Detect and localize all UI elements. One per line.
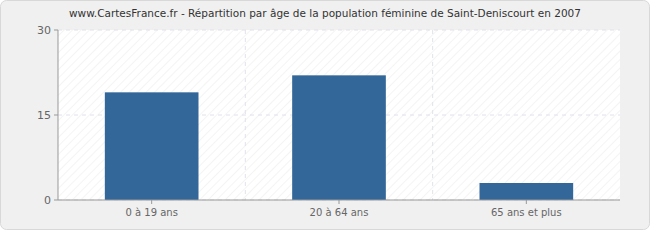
- chart-container: 0 15 30 0 à 19 ans 20 à 64 ans 65 ans et plus…: [0, 0, 650, 230]
- grid-line-vertical: [245, 30, 246, 200]
- chart-svg: 0 15 30 0 à 19 ans 20 à 64 ans 65 ans et plus…: [0, 0, 650, 230]
- y-tick: [54, 200, 58, 201]
- background: [1, 1, 650, 230]
- y-tick-label: 30: [37, 24, 51, 37]
- grid-line-vertical: [432, 30, 433, 200]
- bar: [292, 75, 386, 200]
- y-tick: [54, 30, 58, 31]
- x-tick: [151, 200, 152, 204]
- x-tick: [339, 200, 340, 204]
- x-tick: [526, 200, 527, 204]
- page: {"chart_data": {"type": "bar", "title": …: [0, 0, 650, 230]
- bar: [480, 183, 574, 200]
- y-tick-label: 15: [37, 109, 51, 122]
- x-tick-label: 65 ans et plus: [491, 207, 562, 218]
- y-tick: [54, 115, 58, 116]
- plot-area: [58, 30, 620, 200]
- y-tick-label: 0: [44, 194, 51, 207]
- bars: [105, 75, 573, 200]
- y-axis: [58, 30, 59, 200]
- grid-line: [58, 30, 620, 31]
- x-tick-label: 20 à 64 ans: [310, 207, 369, 218]
- bar: [105, 92, 199, 200]
- x-tick-label: 0 à 19 ans: [125, 207, 177, 218]
- title: www.CartesFrance.fr - Répartition par âg…: [69, 7, 581, 19]
